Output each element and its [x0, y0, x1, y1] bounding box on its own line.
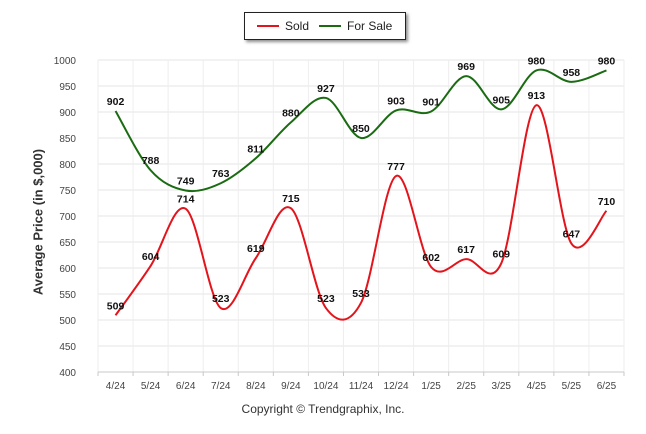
y-axis-label: Average Price (in $,000) — [30, 148, 46, 296]
x-tick-label: 12/24 — [384, 381, 409, 392]
x-tick-label: 3/25 — [492, 381, 512, 392]
data-label-for-sale: 903 — [387, 95, 405, 107]
data-label-sold: 533 — [352, 288, 370, 300]
y-tick-label: 500 — [59, 316, 76, 327]
data-label-sold: 913 — [528, 90, 546, 102]
data-label-for-sale: 958 — [563, 67, 581, 79]
x-tick-label: 7/24 — [211, 381, 231, 392]
data-label-sold: 710 — [598, 196, 616, 208]
data-label-sold: 609 — [493, 248, 511, 260]
data-label-for-sale: 880 — [282, 107, 300, 119]
x-tick-labels: 4/24 5/24 6/24 7/24 8/24 9/24 10/24 11/24 12/24 1… — [106, 381, 617, 392]
y-tick-label: 800 — [59, 160, 76, 171]
data-label-sold: 602 — [422, 252, 440, 264]
y-tick-label: 850 — [59, 134, 76, 145]
x-tick-label: 10/24 — [313, 381, 338, 392]
data-label-sold: 604 — [142, 251, 160, 263]
data-label-for-sale: 788 — [142, 155, 160, 167]
x-tick-label: 9/24 — [281, 381, 301, 392]
y-tick-labels: 400 450 500 550 600 650 700 750 800 850 900 950 1000 — [54, 56, 77, 379]
data-label-for-sale: 850 — [352, 123, 370, 135]
legend-label-for-sale: For Sale — [347, 19, 393, 33]
legend-label-sold: Sold — [285, 19, 310, 33]
data-label-sold: 714 — [177, 194, 195, 206]
x-tick-label: 5/25 — [562, 381, 582, 392]
y-tick-label: 750 — [59, 186, 76, 197]
x-tick-label: 1/25 — [421, 381, 441, 392]
series-line-sold — [114, 104, 608, 321]
y-tick-label: 950 — [59, 82, 76, 93]
series-lines — [114, 68, 608, 321]
data-label-for-sale: 763 — [212, 168, 230, 180]
copyright-footer: Copyright © Trendgraphix, Inc. — [241, 402, 405, 416]
data-label-sold: 617 — [457, 244, 475, 256]
y-tick-label: 550 — [59, 290, 76, 301]
data-label-for-sale: 749 — [177, 176, 195, 188]
x-tick-label: 4/25 — [527, 381, 547, 392]
data-label-sold: 619 — [247, 243, 265, 255]
x-tick-label: 6/25 — [597, 381, 617, 392]
axes — [97, 371, 625, 376]
y-tick-label: 900 — [59, 108, 76, 119]
legend-swatch-for-sale — [319, 25, 341, 27]
y-tick-label: 700 — [59, 212, 76, 223]
data-label-for-sale: 905 — [493, 94, 511, 106]
data-label-for-sale: 927 — [317, 83, 335, 95]
data-label-for-sale: 902 — [107, 96, 125, 108]
x-tick-label: 4/24 — [106, 381, 126, 392]
x-tick-label: 2/25 — [456, 381, 476, 392]
x-tick-label: 5/24 — [141, 381, 161, 392]
data-label-sold: 523 — [212, 293, 230, 305]
legend-item-sold[interactable]: Sold — [257, 13, 309, 39]
data-label-for-sale: 969 — [457, 61, 475, 73]
data-label-for-sale: 980 — [528, 55, 546, 67]
data-label-sold: 777 — [387, 161, 405, 173]
data-labels: 509 604 714 523 619 715 523 533 777 602 617 609 913 6… — [107, 55, 616, 312]
y-tick-label: 600 — [59, 264, 76, 275]
y-tick-label: 1000 — [54, 56, 77, 67]
data-label-for-sale: 901 — [422, 96, 440, 108]
x-tick-label: 11/24 — [349, 381, 374, 392]
legend-swatch-sold — [257, 25, 279, 27]
data-label-sold: 715 — [282, 193, 300, 205]
series-line-for-sale — [114, 68, 607, 193]
legend: Sold For Sale — [244, 12, 406, 40]
data-label-sold: 509 — [107, 300, 125, 312]
data-label-for-sale: 980 — [598, 55, 616, 67]
x-tick-label: 8/24 — [246, 381, 266, 392]
y-tick-label: 400 — [59, 368, 76, 379]
x-tick-label: 6/24 — [176, 381, 196, 392]
data-label-sold: 523 — [317, 293, 335, 305]
gridlines — [97, 59, 625, 373]
legend-item-for-sale[interactable]: For Sale — [319, 13, 392, 39]
data-label-sold: 647 — [563, 229, 581, 241]
y-tick-label: 450 — [59, 342, 76, 353]
data-label-for-sale: 811 — [247, 143, 264, 155]
y-tick-label: 650 — [59, 238, 76, 249]
